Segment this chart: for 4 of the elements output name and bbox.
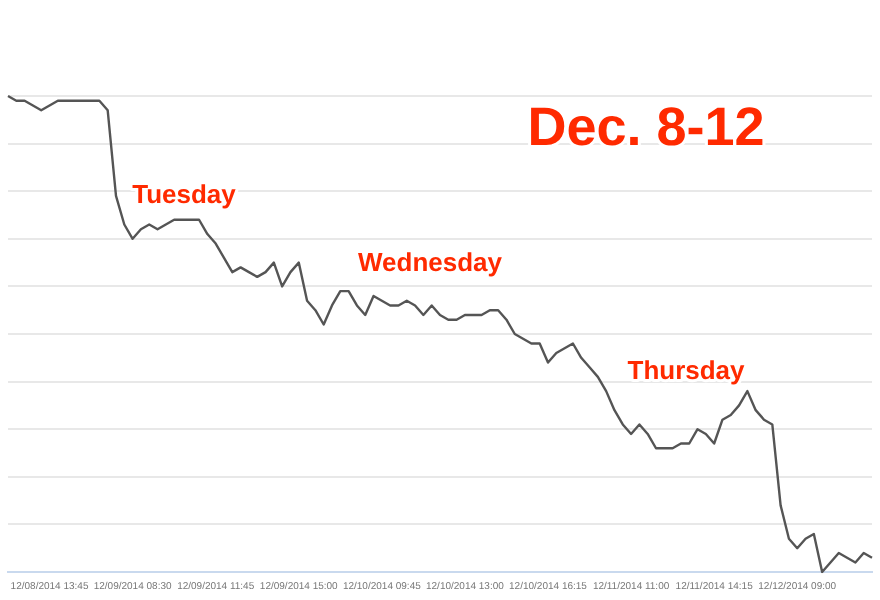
annotation: Thursday xyxy=(627,355,747,386)
chart-title: Dec. 8-12 xyxy=(527,96,765,157)
annotation: Tuesday xyxy=(132,179,238,210)
annotation: Wednesday xyxy=(357,247,504,278)
